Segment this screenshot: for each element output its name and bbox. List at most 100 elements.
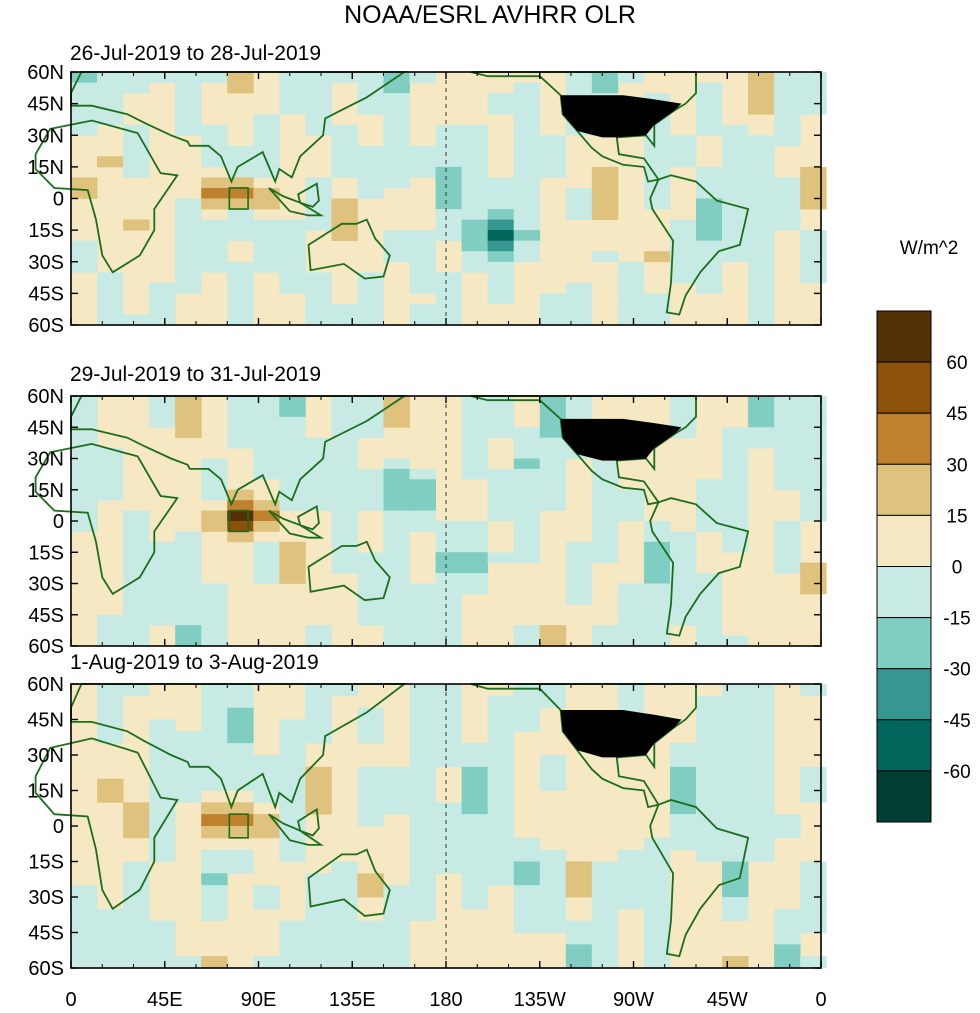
x-tick-label: 135W <box>514 989 566 1011</box>
anomaly-cell <box>279 261 306 273</box>
anomaly-cell <box>539 766 567 780</box>
anomaly-cell <box>331 510 358 522</box>
anomaly-cell <box>748 406 775 418</box>
anomaly-cell <box>748 272 775 284</box>
anomaly-cell <box>383 920 410 933</box>
anomaly-cell <box>409 849 436 862</box>
anomaly-cell <box>71 489 98 501</box>
anomaly-cell <box>539 396 567 407</box>
colorbar-label: 0 <box>952 558 963 579</box>
anomaly-cell <box>565 920 593 933</box>
anomaly-cell <box>696 198 723 210</box>
anomaly-cell <box>513 849 541 862</box>
anomaly-cell <box>722 731 749 744</box>
colorbar-bin <box>876 310 932 363</box>
anomaly-cell <box>513 635 541 647</box>
anomaly-cell <box>123 897 150 910</box>
anomaly-cell <box>722 166 749 178</box>
anomaly-cell <box>357 82 384 94</box>
anomaly-cell <box>305 468 332 480</box>
anomaly-cell <box>669 219 697 231</box>
anomaly-cell <box>643 625 671 636</box>
anomaly-cell <box>513 885 541 898</box>
anomaly-cell <box>617 282 645 294</box>
anomaly-cell <box>722 500 749 511</box>
anomaly-cell <box>748 707 775 720</box>
anomaly-cell <box>409 861 436 874</box>
anomaly-cell <box>331 314 358 326</box>
anomaly-cell <box>722 479 749 491</box>
anomaly-cell <box>435 614 463 626</box>
anomaly-cell <box>513 145 541 157</box>
anomaly-cell <box>97 479 124 491</box>
anomaly-cell <box>357 177 384 189</box>
anomaly-cell <box>201 177 228 189</box>
anomaly-cell <box>279 849 306 862</box>
anomaly-cell <box>383 908 410 922</box>
anomaly-cell <box>201 510 228 522</box>
anomaly-cell <box>722 489 749 501</box>
anomaly-cell <box>774 82 801 94</box>
anomaly-cell <box>487 743 515 756</box>
anomaly-cell <box>357 293 384 305</box>
anomaly-cell <box>643 166 671 178</box>
y-tick-label: 30S <box>28 887 64 909</box>
anomaly-cell <box>800 885 827 898</box>
x-tick-label: 90W <box>613 989 654 1011</box>
anomaly-cell <box>253 500 280 511</box>
anomaly-cell <box>748 427 775 439</box>
anomaly-cell <box>800 790 827 803</box>
anomaly-cell <box>487 837 515 851</box>
anomaly-cell <box>513 209 541 220</box>
anomaly-cell <box>175 416 202 428</box>
anomaly-cell <box>305 219 332 231</box>
anomaly-cell <box>201 635 228 647</box>
anomaly-cell <box>696 209 723 220</box>
anomaly-cell <box>669 541 697 553</box>
anomaly-cell <box>279 427 306 439</box>
anomaly-cell <box>696 124 723 136</box>
anomaly-cell <box>513 625 541 636</box>
anomaly-cell <box>591 251 619 263</box>
anomaly-cell <box>539 437 567 449</box>
anomaly-cell <box>201 908 228 922</box>
anomaly-cell <box>253 562 280 574</box>
anomaly-cell <box>253 790 280 803</box>
anomaly-cell <box>435 145 463 157</box>
anomaly-cell <box>201 521 228 532</box>
anomaly-cell <box>461 187 489 199</box>
anomaly-cell <box>513 166 541 178</box>
anomaly-cell <box>123 635 150 647</box>
anomaly-cell <box>383 114 410 126</box>
anomaly-cell <box>539 303 567 315</box>
anomaly-cell <box>461 251 489 263</box>
colorbar-bin <box>876 770 932 823</box>
anomaly-cell <box>409 790 436 803</box>
y-tick-label: 15N <box>27 480 64 502</box>
anomaly-cell <box>800 437 827 449</box>
anomaly-cell <box>461 766 489 780</box>
anomaly-cell <box>253 416 280 428</box>
anomaly-cell <box>383 240 410 252</box>
anomaly-cell <box>175 593 202 605</box>
anomaly-cell <box>696 719 723 732</box>
anomaly-cell <box>461 755 489 768</box>
anomaly-cell <box>748 826 775 839</box>
anomaly-cell <box>383 166 410 178</box>
anomaly-cell <box>435 861 463 874</box>
anomaly-cell <box>71 261 98 273</box>
anomaly-cell <box>331 303 358 315</box>
y-tick-label: 60S <box>28 958 64 980</box>
anomaly-cell <box>591 82 619 94</box>
anomaly-cell <box>201 479 228 491</box>
x-tick-label: 180 <box>429 989 462 1011</box>
colorbar-label: 15 <box>946 506 967 527</box>
anomaly-cell <box>97 707 124 720</box>
anomaly-cell <box>591 944 619 957</box>
anomaly-cell <box>435 293 463 305</box>
anomaly-cell <box>123 541 150 553</box>
y-tick-label: 15S <box>28 542 64 564</box>
anomaly-cell <box>696 790 723 803</box>
anomaly-cell <box>696 240 723 252</box>
anomaly-cell <box>305 625 332 636</box>
